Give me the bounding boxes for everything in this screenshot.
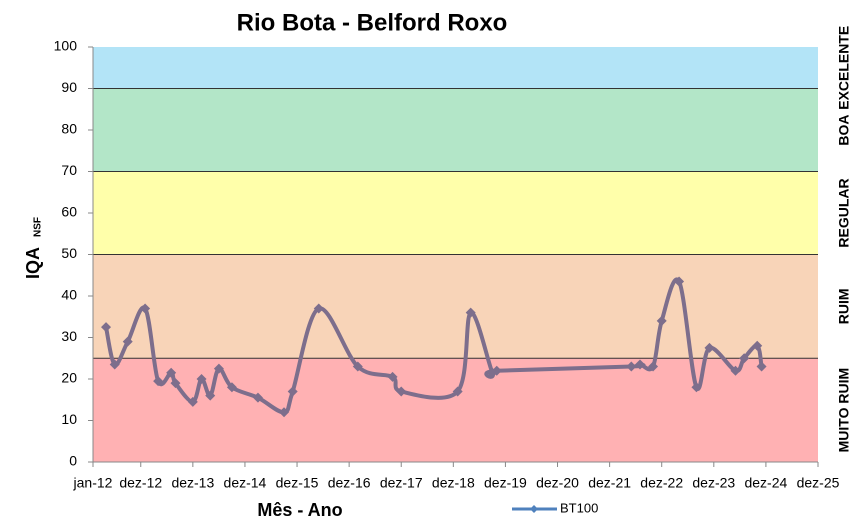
- y-axis-label: IQA: [23, 247, 43, 279]
- marker: [396, 386, 407, 397]
- marker: [635, 359, 646, 370]
- band-label: RUIM: [836, 288, 852, 324]
- marker: [452, 386, 463, 397]
- marker: [166, 367, 177, 378]
- x-tick-label: dez-14: [224, 475, 267, 491]
- marker: [491, 365, 502, 376]
- x-tick-label: dez-24: [744, 475, 787, 491]
- marker: [704, 342, 715, 353]
- band-label-group: EXCELENTE: [836, 26, 852, 110]
- marker: [205, 390, 216, 401]
- y-tick-label: 90: [61, 79, 77, 95]
- marker: [213, 363, 224, 374]
- y-tick-label: 30: [61, 328, 77, 344]
- band-label: EXCELENTE: [836, 26, 852, 110]
- band-label: MUITO RUIM: [836, 368, 852, 453]
- band-label: REGULAR: [836, 178, 852, 247]
- quality-band: [93, 171, 818, 255]
- y-tick-label: 20: [61, 370, 77, 386]
- marker: [252, 392, 263, 403]
- marker: [101, 322, 112, 333]
- marker: [140, 303, 151, 314]
- x-tick-label: dez-22: [640, 475, 683, 491]
- marker: [656, 315, 667, 326]
- marker: [648, 361, 659, 372]
- marker: [122, 336, 133, 347]
- marker: [279, 407, 290, 418]
- marker: [626, 361, 637, 372]
- marker: [756, 361, 767, 372]
- y-tick-label: 70: [61, 162, 77, 178]
- marker: [352, 361, 363, 372]
- marker: [226, 382, 237, 393]
- x-tick-label: dez-23: [692, 475, 735, 491]
- marker: [313, 303, 324, 314]
- marker: [109, 359, 120, 370]
- y-tick-label: 60: [61, 204, 77, 220]
- marker: [465, 307, 476, 318]
- quality-band: [93, 47, 818, 89]
- y-tick-label: 0: [69, 453, 77, 469]
- x-axis-label: Mês - Ano: [257, 500, 342, 520]
- marker: [674, 276, 685, 287]
- marker: [387, 371, 398, 382]
- x-tick-label: dez-20: [536, 475, 579, 491]
- y-tick-label: 80: [61, 121, 77, 137]
- band-label-group: MUITO RUIM: [836, 368, 852, 453]
- legend-marker: [530, 505, 538, 513]
- x-tick-label: dez-16: [328, 475, 371, 491]
- marker: [739, 353, 750, 364]
- marker: [691, 382, 702, 393]
- quality-band: [93, 88, 818, 172]
- marker: [752, 340, 763, 351]
- marker: [196, 374, 207, 384]
- x-tick-label: dez-13: [171, 475, 214, 491]
- x-tick-label: jan-12: [73, 475, 113, 491]
- x-tick-label: dez-17: [380, 475, 423, 491]
- x-tick-label: dez-25: [797, 475, 840, 491]
- marker: [170, 378, 181, 389]
- chart-title: Rio Bota - Belford Roxo: [237, 9, 508, 36]
- y-tick-label: 40: [61, 287, 77, 303]
- y-tick-label: 50: [61, 245, 77, 261]
- marker: [153, 376, 164, 387]
- band-label-group: REGULAR: [836, 178, 852, 247]
- x-tick-label: dez-15: [276, 475, 319, 491]
- y-axis-label-group: IQA NSF: [23, 217, 44, 279]
- x-tick-label: dez-18: [432, 475, 475, 491]
- y-tick-label: 100: [54, 38, 78, 54]
- band-label-group: BOA: [836, 114, 852, 145]
- x-tick-label: dez-21: [588, 475, 631, 491]
- legend-label: BT100: [560, 500, 598, 515]
- quality-band: [93, 254, 818, 359]
- y-tick-label: 10: [61, 411, 77, 427]
- marker: [287, 386, 298, 397]
- band-label: BOA: [836, 114, 852, 145]
- x-tick-label: dez-19: [484, 475, 527, 491]
- marker: [187, 396, 198, 407]
- quality-band: [93, 358, 818, 462]
- marker: [730, 365, 741, 376]
- x-tick-label: dez-12: [119, 475, 162, 491]
- band-label-group: RUIM: [836, 288, 852, 324]
- y-axis-label-sub: NSF: [33, 217, 44, 237]
